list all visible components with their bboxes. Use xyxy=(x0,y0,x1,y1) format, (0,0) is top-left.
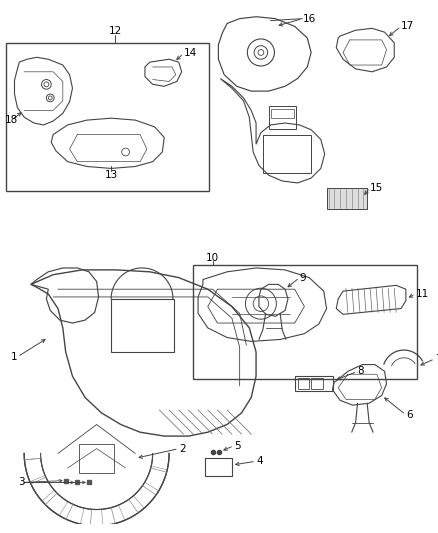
Text: 17: 17 xyxy=(401,21,414,31)
Text: 7: 7 xyxy=(435,354,438,364)
Text: 2: 2 xyxy=(179,443,185,454)
Text: 16: 16 xyxy=(303,14,316,23)
Text: 4: 4 xyxy=(256,456,263,466)
Bar xyxy=(327,188,367,209)
Bar xyxy=(297,378,309,389)
Text: 18: 18 xyxy=(5,115,18,125)
Bar xyxy=(271,109,294,118)
Bar xyxy=(268,106,296,129)
Bar xyxy=(79,444,114,473)
Text: 3: 3 xyxy=(18,478,25,488)
Text: 15: 15 xyxy=(370,183,383,193)
Text: 6: 6 xyxy=(406,410,413,420)
Bar xyxy=(311,378,323,389)
Text: 13: 13 xyxy=(105,170,118,180)
Text: 9: 9 xyxy=(300,272,306,282)
Bar xyxy=(295,376,333,391)
Text: 1: 1 xyxy=(11,352,18,362)
Text: 10: 10 xyxy=(206,253,219,263)
Bar xyxy=(111,299,174,352)
Text: 8: 8 xyxy=(357,366,364,376)
Bar xyxy=(6,43,209,191)
Text: 5: 5 xyxy=(234,441,240,451)
Bar xyxy=(193,265,417,379)
Text: 12: 12 xyxy=(108,26,122,36)
Text: 11: 11 xyxy=(416,289,429,299)
Bar xyxy=(263,135,311,173)
Bar xyxy=(205,458,232,475)
Text: 14: 14 xyxy=(184,49,197,59)
